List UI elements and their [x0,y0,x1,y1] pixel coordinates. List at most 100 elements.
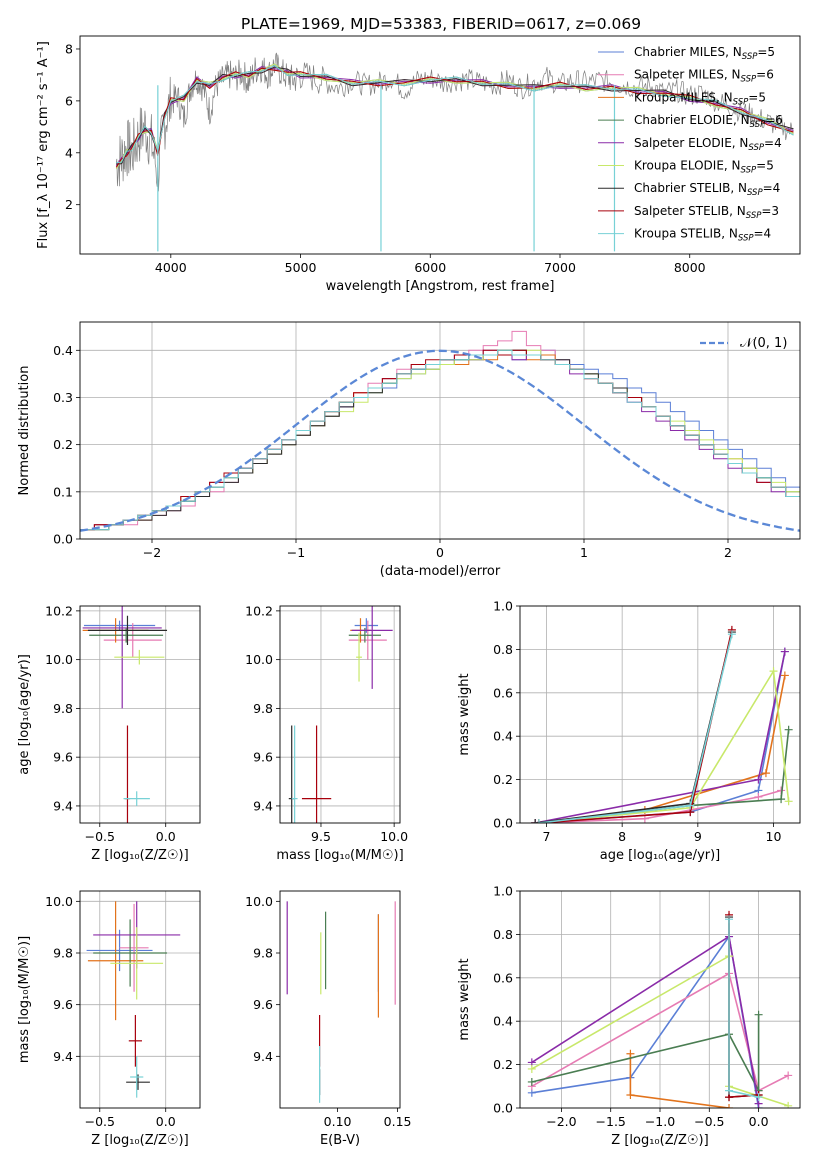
x-tick-label: 1 [580,545,588,560]
legend-label-value: =4 [764,136,782,150]
data-point-marker [626,1049,635,1058]
data-point-marker [686,801,695,810]
axes-frame [79,605,201,824]
x-tick-label: 7 [543,829,551,844]
x-axis-label: wavelength [Angstrom, rest frame] [326,279,555,294]
legend-label: Chabrier ELODIE, NSSP=6 [634,113,783,130]
legend-label-text: Salpeter MILES, N [634,68,741,82]
legend-label-value: =5 [756,159,774,173]
ticks: 7 8 9 10 0.0 0.2 0.4 0.6 0.8 1.0 [493,599,781,845]
y-tick-label: 0.0 [53,532,73,547]
x-tick-label: 10.0 [380,829,408,844]
y-tick-label: 4 [65,145,73,160]
x-tick-label: 0.10 [324,1114,352,1129]
y-tick-label: 2 [65,197,73,212]
legend-label-sub: SSP [750,120,766,130]
data-point-marker [780,671,789,680]
y-tick-label: 0.4 [493,729,513,744]
data-point-marker [777,795,786,804]
y-tick-label: 0.2 [53,437,73,452]
legend-label: Kroupa MILES, NSSP=5 [634,90,766,107]
y-tick-label: 0.2 [493,772,513,787]
x-tick-label: 5000 [285,260,317,275]
chart-mass_weight_vs_age: 7 8 9 10 0.0 0.2 0.4 0.6 0.8 1.0 age [log₁₀(age/yr… [457,599,801,863]
legend-label-sub: SSP [741,166,757,176]
legend-label-sub: SSP [741,75,757,85]
y-tick-label: 9.6 [253,750,273,765]
histogram-step-line [80,349,800,531]
data-point-marker [626,1090,635,1099]
model-spectrum-line [116,65,794,164]
legend-label-value: =5 [748,90,766,104]
x-tick-label: 4000 [155,260,187,275]
y-tick-label: 0.4 [53,343,73,358]
mass-weight-line [531,1014,760,1091]
y-tick-label: 0.6 [493,970,513,985]
x-tick-label: −0.5 [694,1114,724,1129]
y-tick-label: 9.6 [53,997,73,1012]
legend-label-sub: SSP [742,52,758,62]
legend-label: Chabrier MILES, NSSP=5 [634,45,775,62]
plot-area [531,625,793,823]
mass-weight-line [629,1053,730,1108]
x-tick-label: 8 [618,829,626,844]
chart-mass_weight_vs_Z: −2.0 −1.5 −1.0 −0.5 0.0 0.0 0.2 0.4 0.6 0.8 1.0 Z [… [457,884,801,1148]
chart-age_vs_Z: −0.5 0.0 9.4 9.6 9.8 10.0 10.2 Z [log₁₀(Z/Z☉)] a… [17,603,201,863]
data-point-marker [784,797,793,806]
y-tick-label: 0.3 [53,390,73,405]
mass-weight-line [535,631,733,823]
ticks: 4000 5000 6000 7000 8000 2 4 6 8 [65,41,706,275]
data-point-marker [754,792,763,801]
plot-area [80,330,800,532]
y-tick-label: 8 [65,41,73,56]
y-tick-label: 10.2 [45,603,73,618]
y-tick-label: 0.1 [53,484,73,499]
axes-frame [519,890,801,1109]
x-tick-label: 0 [436,545,444,560]
mass-weight-line [538,634,733,823]
x-tick-label: 0.15 [384,1114,412,1129]
legend-label-text: Kroupa STELIB, N [634,227,738,241]
legend-label-sub: SSP [738,234,754,244]
data-point-marker [527,1064,536,1073]
chart-spectrum: 4000 5000 6000 7000 8000 2 4 6 8 wavelength [Angs… [36,35,801,294]
y-tick-label: 9.8 [53,946,73,961]
x-tick-label: −0.5 [85,1114,115,1129]
legend-label-sub: SSP [746,211,762,221]
plot-area [286,901,396,1103]
legend-label-value: =4 [754,227,772,241]
legend-label-text: Salpeter ELODIE, N [634,136,748,150]
mass-weight-line [534,651,786,823]
x-axis-label: E(B-V) [320,1133,360,1148]
y-tick-label: 0.6 [493,685,513,700]
mass-weight-line [535,789,782,823]
histogram-step-line [80,349,800,531]
x-axis-label: mass [log₁₀(M/M☉)] [276,848,403,863]
y-tick-label: 1.0 [493,884,513,899]
grid [80,891,200,1108]
x-tick-label: 9 [694,829,702,844]
y-tick-label: 0.0 [493,1101,513,1116]
legend-label: Kroupa ELODIE, NSSP=5 [634,159,774,176]
x-axis-label: (data-model)/error [380,564,501,579]
x-tick-label: 7000 [544,260,576,275]
normal-curve-line [80,349,800,532]
y-tick-label: 9.4 [253,1049,273,1064]
x-tick-label: 8000 [674,260,706,275]
x-tick-label: −0.5 [85,829,115,844]
axes-frame [279,890,401,1109]
data-point-marker [761,769,770,778]
data-point-marker [754,775,763,784]
mass-weight-line [535,651,786,823]
legend-label-value: =5 [757,45,775,59]
y-tick-label: 9.4 [253,798,273,813]
x-tick-label: 9.5 [311,829,331,844]
data-point-marker [769,667,778,676]
x-axis-label: Z [log₁₀(Z/Z☉)] [91,1133,188,1148]
legend-label: Salpeter STELIB, NSSP=3 [634,204,779,221]
x-tick-label: 0.0 [156,1114,176,1129]
legend-label-text: Salpeter STELIB, N [634,204,746,218]
data-point-marker [784,725,793,734]
y-tick-label: 0.8 [493,927,513,942]
